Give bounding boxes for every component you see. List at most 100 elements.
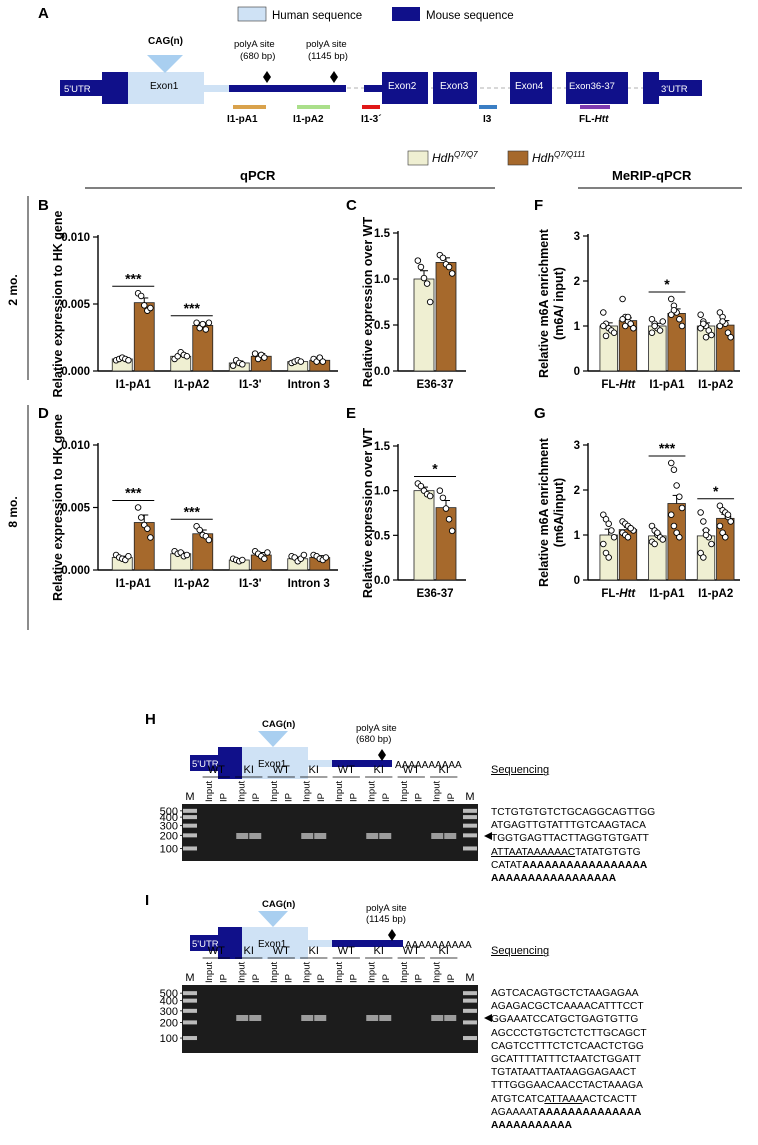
y-tick-label: 0.5 <box>374 320 391 332</box>
data-point <box>702 334 710 341</box>
data-point <box>420 274 428 282</box>
sequence-segment: TTTGGGAACAACCTACTAAAGA <box>491 1080 643 1092</box>
utr5-block <box>190 935 218 951</box>
sequence-line: AGAGACGCTCAAAACATTTCCT <box>491 1000 647 1013</box>
category-label: Intron 3 <box>288 379 330 391</box>
lane-group-label: KI <box>309 945 319 957</box>
lane-sub-label: Input <box>204 962 215 983</box>
lane-group-label: WT <box>273 764 290 776</box>
sequence-line: AGAAAATAAAAAAAAAAAAAA <box>491 1106 647 1119</box>
utr5-label: 5'UTR <box>192 759 219 770</box>
ladder-band <box>183 1008 197 1013</box>
ladder-size-label: 200 <box>160 1017 178 1029</box>
data-point <box>676 316 683 323</box>
sequencing-h: Sequencing TCTGTGTGTCTGCAGGCAGTTGG ATGAGT… <box>491 738 655 898</box>
legend-wt-label: HdhQ7/Q7 <box>432 150 478 165</box>
lane-sub-label: IP <box>348 793 359 802</box>
utr5-block <box>190 755 218 771</box>
ladder-band <box>183 808 197 813</box>
data-point <box>622 322 629 330</box>
y-axis-label-unit: (m6A/input) <box>552 478 566 547</box>
sequence-segment: AGAAAAT <box>491 1106 539 1118</box>
data-point <box>600 309 607 316</box>
category-label: Intron 3 <box>288 578 330 590</box>
ladder-size-label: 300 <box>160 1006 178 1018</box>
legend-ki-label: HdhQ7/Q111 <box>532 150 585 165</box>
polya-tail: AAAAAAAAAA <box>405 940 472 951</box>
lane-group-label: WT <box>273 945 290 957</box>
data-point <box>448 527 456 535</box>
data-point <box>125 357 132 364</box>
lane-sub-label: Input <box>237 781 248 802</box>
ladder-band <box>183 1036 197 1041</box>
sequencing-i-title: Sequencing <box>491 945 550 958</box>
amplicon-fl-bar <box>580 105 610 109</box>
cag-triangle <box>258 911 288 927</box>
y-tick-label: 1 <box>574 530 581 542</box>
sequence-segment: GCATTTTATTTCTAATCTGGATT <box>491 1054 641 1066</box>
utr3-block <box>659 80 702 96</box>
panel-letter-g: G <box>534 405 546 422</box>
sequence-line: ATGTCATCATTAAAACTCACTT <box>491 1093 647 1106</box>
exon1-mouse-block <box>218 927 242 959</box>
sequencing-i: Sequencing AGTCACAGTGCTCTAAGAGAA AGAGACGC… <box>491 919 647 1145</box>
data-point <box>193 319 200 327</box>
y-axis-label-unit: (m6A/ input) <box>552 267 566 340</box>
exon4-label: Exon4 <box>515 81 544 92</box>
amplicon-i3-label: I3 <box>483 114 492 125</box>
data-point <box>654 529 661 537</box>
category-label: I1-pA2 <box>174 379 209 391</box>
legend-ki-main: Hdh <box>532 151 554 165</box>
y-tick-label: 0.0 <box>374 575 390 587</box>
marker-label-right: M <box>465 972 474 984</box>
sequence-segment: TGTATAATTAATAAGGAGAACT <box>491 1067 637 1079</box>
data-point <box>624 313 632 321</box>
cag-label: CAG(n) <box>262 719 295 730</box>
bar <box>413 278 435 372</box>
ladder-band <box>463 808 477 813</box>
data-point <box>417 482 425 490</box>
data-point <box>445 516 453 523</box>
ladder-size-label: 500 <box>160 988 178 1000</box>
data-point <box>659 318 667 325</box>
time-label-late: 8 mo. <box>6 496 20 527</box>
merip-header: MeRIP-qPCR <box>612 168 692 183</box>
sequencing-h-title: Sequencing <box>491 764 550 777</box>
panel-letter-f: F <box>534 197 543 214</box>
y-tick-label: 0.5 <box>374 530 391 542</box>
exon1-label: Exon1 <box>150 81 179 92</box>
data-point <box>319 358 327 365</box>
data-point <box>702 531 710 539</box>
lane-sub-label: IP <box>413 974 424 983</box>
polya-tail-segment: AAAAAAAAAAAAAAAAA <box>491 873 617 885</box>
data-point <box>199 320 206 328</box>
sequence-line: AGTCACAGTGCTCTAAGAGAA <box>491 987 647 1000</box>
ladder-band <box>463 1020 477 1025</box>
y-tick-label: 3 <box>574 440 580 452</box>
sequence-segment: AGAGACGCTCAAAACATTTCCT <box>491 1001 644 1013</box>
data-point <box>144 525 151 533</box>
significance-label: * <box>664 276 670 292</box>
data-point <box>414 257 422 264</box>
lane-sub-label: IP <box>218 974 229 983</box>
marker-label-left: M <box>185 791 194 803</box>
data-point <box>196 526 203 534</box>
data-point <box>676 534 683 541</box>
y-tick-label: 0.005 <box>61 299 90 311</box>
time-label-early: 2 mo. <box>6 274 20 305</box>
data-point <box>719 318 726 325</box>
category-label: I1-3' <box>239 578 262 590</box>
lane-sub-label: Input <box>302 962 313 983</box>
data-point <box>264 549 271 556</box>
data-point <box>436 487 444 494</box>
panel-letter-c: C <box>346 197 357 214</box>
amplicon-i3-bar <box>479 105 497 109</box>
panel-letter-e: E <box>346 405 356 422</box>
polya-tail-segment: AAAAAAAAAAAAAA <box>538 1106 642 1118</box>
sample-band <box>366 1015 379 1021</box>
category-label: FL-Htt <box>601 379 636 391</box>
data-point <box>724 511 732 519</box>
panel-letter-i: I <box>145 892 149 909</box>
ladder-band <box>463 1008 477 1013</box>
